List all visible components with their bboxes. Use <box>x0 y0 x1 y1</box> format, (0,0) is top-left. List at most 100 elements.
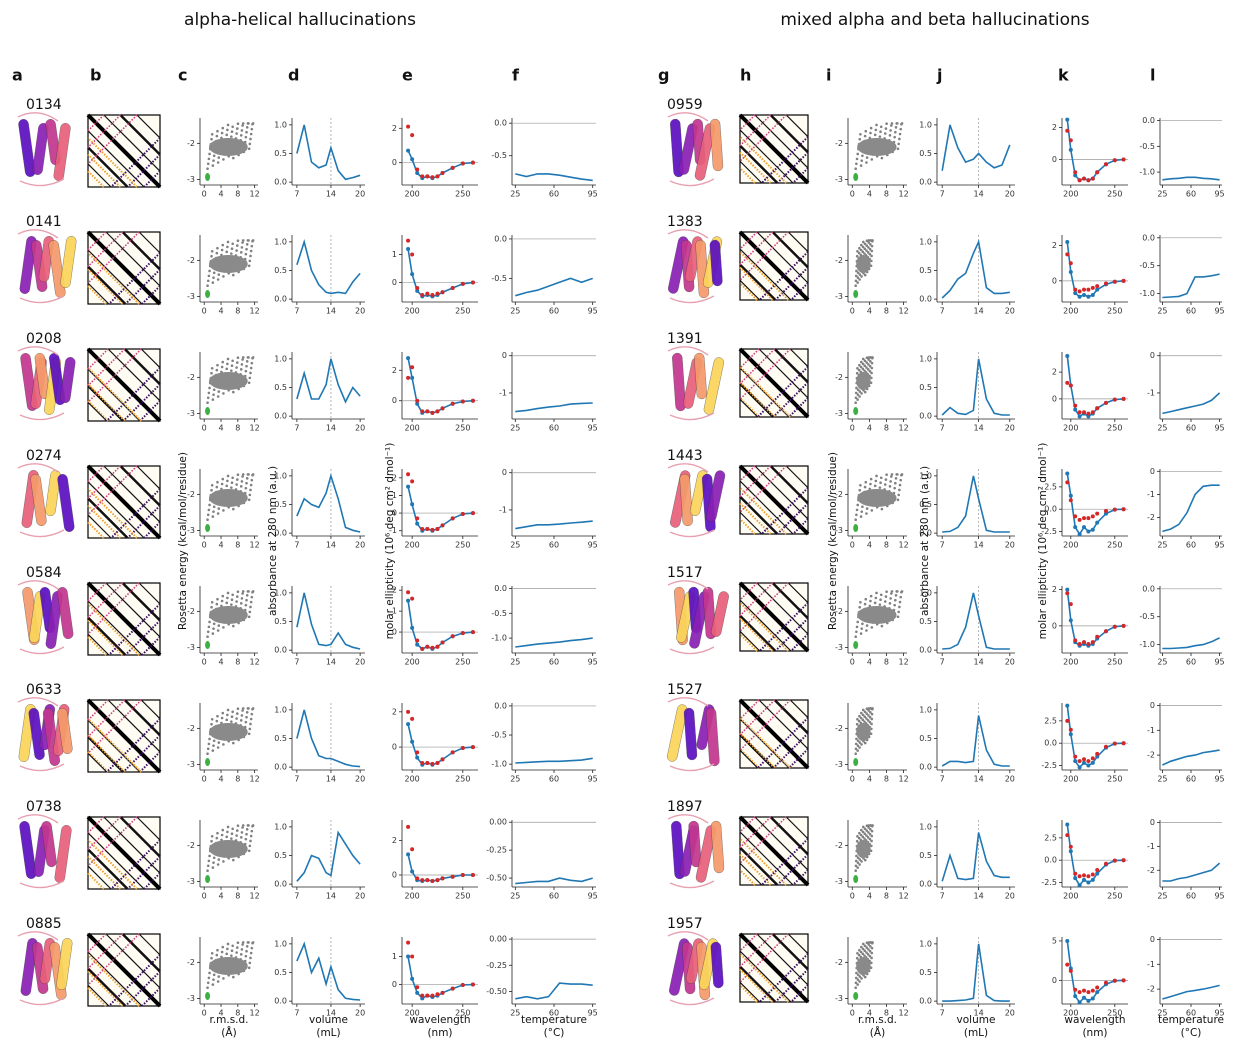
cloud-point <box>231 832 234 835</box>
x-tick-label: 25 <box>510 1009 520 1018</box>
contact-map <box>88 232 160 304</box>
cloud-point <box>899 133 902 136</box>
cloud-point <box>864 603 867 606</box>
cd-point <box>1082 525 1086 529</box>
y-tick-label: 2 <box>392 836 397 845</box>
x-tick-label: 25 <box>1157 892 1167 901</box>
cloud-point <box>226 480 229 483</box>
cloud-point <box>207 279 210 282</box>
cloud-point <box>864 598 867 601</box>
y-tick-label: 0 <box>502 351 507 360</box>
cloud-point <box>870 239 873 242</box>
x-tick-label: 25 <box>1157 190 1167 199</box>
cd-point <box>1073 994 1077 998</box>
cloud-point <box>217 512 220 515</box>
y-tick-label: -3 <box>187 643 195 652</box>
cloud-point <box>249 494 252 497</box>
x-tick-label: 25 <box>510 190 520 199</box>
cloud-point <box>222 392 225 395</box>
panel-letter: b <box>90 66 101 85</box>
cloud-point <box>217 273 220 276</box>
y-tick-label: 0 <box>392 158 397 167</box>
cd-point <box>1065 118 1069 122</box>
cloud-point <box>210 489 213 492</box>
panel-letter: f <box>512 66 520 85</box>
cloud-point <box>222 626 225 629</box>
y-tick-label: 0.5 <box>919 266 932 275</box>
cloud-point <box>221 132 224 135</box>
cloud-point <box>232 625 235 628</box>
y-tick-label: 0 <box>392 743 397 752</box>
cloud-point <box>893 604 896 607</box>
cloud-point <box>231 130 234 133</box>
cd-point <box>1073 408 1077 412</box>
cloud-point <box>885 590 888 593</box>
cloud-point <box>864 976 867 979</box>
cloud-point <box>221 595 224 598</box>
cd-point <box>1091 410 1095 414</box>
y-tick-label: 1.0 <box>274 822 287 831</box>
cloud-point <box>250 133 253 136</box>
cloud-point <box>249 377 252 380</box>
y-tick-label: 0.0 <box>1142 584 1155 593</box>
design-id: 0208 <box>26 331 62 347</box>
y-tick-label: 0.5 <box>274 968 287 977</box>
cloud-point <box>871 713 874 716</box>
design-cluster <box>205 641 210 649</box>
cd-point <box>406 722 410 726</box>
x-tick-label: 25 <box>510 541 520 550</box>
cd-point <box>471 982 475 986</box>
y-tick-label: 2 <box>392 707 397 716</box>
cloud-point <box>231 944 234 947</box>
cloud-point <box>249 372 252 375</box>
x-tick-label: 60 <box>549 307 559 316</box>
cloud-point <box>865 512 868 515</box>
cloud-point <box>251 240 254 243</box>
y-tick-label: 1.0 <box>274 354 287 363</box>
cloud-point <box>213 622 216 625</box>
cd-point <box>1113 859 1117 863</box>
cd-point <box>425 878 429 882</box>
cd-point <box>1082 757 1086 761</box>
cloud-point <box>241 129 244 132</box>
cloud-point <box>247 707 250 710</box>
y-tick-label: -2 <box>1147 751 1155 760</box>
cloud-point <box>232 391 235 394</box>
x-tick-label: 20 <box>1005 190 1015 199</box>
cd-point <box>1065 833 1069 837</box>
x-tick-label: 4 <box>218 775 223 784</box>
cloud-point <box>217 741 220 744</box>
cloud-point <box>246 711 249 714</box>
cloud-point <box>247 590 250 593</box>
cloud-point <box>241 831 244 834</box>
cloud-core <box>857 138 897 156</box>
cd-point <box>1091 878 1095 882</box>
cloud-core <box>856 723 870 741</box>
y-tick-label: 0.0 <box>1044 856 1057 865</box>
x-axis-label: r.m.s.d. <box>209 1014 248 1026</box>
cd-point <box>471 399 475 403</box>
x-tick-label: 0 <box>850 541 855 550</box>
x-tick-label: 12 <box>898 307 908 316</box>
x-tick-label: 12 <box>250 541 260 550</box>
y-tick-label: -2 <box>1147 513 1155 522</box>
x-tick-label: 8 <box>884 775 889 784</box>
cloud-point <box>245 604 248 607</box>
x-tick-label: 14 <box>974 307 984 316</box>
cloud-point <box>208 158 211 161</box>
cloud-point <box>856 504 859 507</box>
cd-point <box>415 985 419 989</box>
cloud-point <box>221 127 224 130</box>
cloud-point <box>855 747 858 750</box>
cloud-point <box>235 717 238 720</box>
cd-point <box>441 641 445 645</box>
x-tick-label: 7 <box>294 658 299 667</box>
cd-point <box>1091 996 1095 1000</box>
cloud-point <box>860 510 863 513</box>
cd-point <box>430 879 434 883</box>
design-id: 0134 <box>26 97 62 113</box>
x-tick-label: 12 <box>898 424 908 433</box>
cloud-point <box>221 946 224 949</box>
cloud-point <box>249 255 252 258</box>
y-tick-label: -2 <box>835 724 843 733</box>
